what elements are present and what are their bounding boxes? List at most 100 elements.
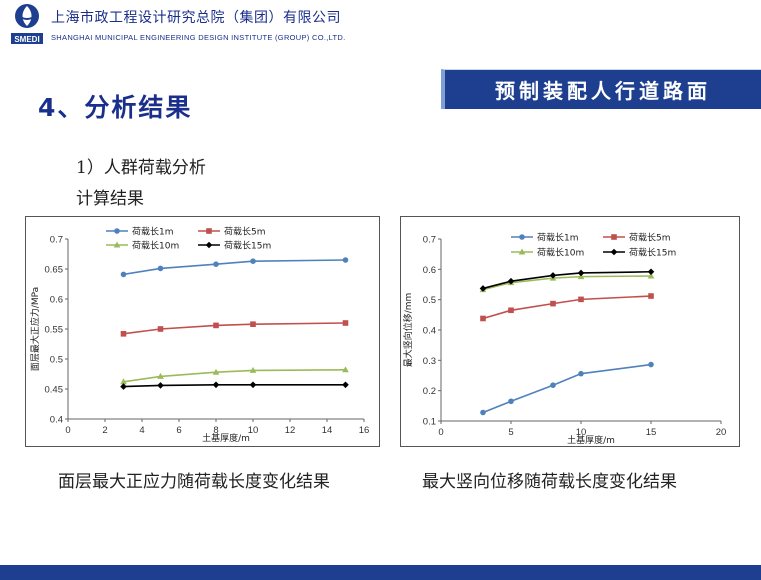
y-tick-label: 0.55	[45, 325, 64, 336]
x-axis-label: 土基厚度/m	[567, 434, 615, 446]
data-point	[577, 269, 585, 277]
y-tick-label: 0.6	[50, 295, 63, 306]
y-tick-label: 0.7	[50, 235, 63, 246]
series-line	[123, 322, 346, 335]
legend-label: 荷载长5m	[224, 226, 266, 238]
x-tick-label: 0	[438, 427, 443, 438]
stress-chart-svg: 0.4 0.45 0.5 0.55 0.6 0.65 0.7 0 2 4 6 8 10 12 14 16 土基厚…	[29, 226, 370, 445]
series-1	[120, 257, 349, 278]
data-point	[120, 378, 127, 385]
x-tick-label: 4	[139, 425, 144, 436]
data-point	[157, 372, 164, 379]
subtitle-crowd-load: 1）人群荷载分析	[76, 158, 206, 178]
series-line	[123, 369, 346, 383]
section-title: 4、分析结果	[38, 93, 193, 122]
x-tick-label: 10	[248, 425, 259, 436]
x-tick-label: 10	[576, 427, 587, 438]
data-point	[342, 320, 349, 326]
y-tick-label: 0.65	[45, 265, 64, 276]
data-point	[249, 381, 257, 389]
legend-item: 荷载长10m	[106, 240, 179, 252]
x-tick-label: 5	[508, 427, 513, 438]
legend-label: 荷载长1m	[132, 226, 174, 238]
logo-text: SMEDI	[14, 35, 39, 44]
legend-item: 荷载长5m	[603, 232, 671, 244]
data-point	[550, 382, 556, 389]
data-point	[213, 261, 219, 267]
x-tick-label: 0	[65, 425, 70, 436]
title-banner: 预制装配人行道路面	[441, 69, 761, 109]
legend-marker	[113, 241, 121, 248]
y-tick-label: 0.3	[423, 356, 436, 367]
stress-chart: 0.4 0.45 0.5 0.55 0.6 0.65 0.7 0 2 4 6 8 10 12 14 16 土基厚…	[25, 216, 380, 447]
org-name-cn: 上海市政工程设计研究总院（集团）有限公司	[51, 10, 341, 26]
legend-item: 荷载长10m	[511, 247, 584, 259]
banner-text: 预制装配人行道路面	[495, 79, 711, 103]
data-point	[480, 315, 486, 322]
legend-item: 荷载长5m	[198, 226, 266, 238]
legend-item: 荷载长1m	[511, 232, 579, 244]
series-4	[479, 268, 655, 292]
x-tick-label: 16	[359, 425, 370, 436]
series-line	[482, 275, 652, 291]
legend-label: 荷载长10m	[132, 240, 179, 252]
data-point	[157, 382, 164, 389]
legend-label: 荷载长1m	[537, 232, 579, 244]
y-axis-label: 面层最大正应力/MPa	[29, 287, 41, 371]
data-point	[120, 331, 127, 337]
legend-item: 荷载长15m	[603, 247, 676, 259]
legend-label: 荷载长15m	[224, 240, 271, 252]
x-tick-label: 6	[176, 425, 181, 436]
legend-marker	[610, 248, 618, 256]
data-point	[250, 321, 256, 327]
caption-stress: 面层最大正应力随荷载长度变化结果	[58, 472, 330, 492]
data-point	[157, 326, 164, 332]
data-point	[120, 383, 127, 390]
x-tick-label: 8	[213, 425, 218, 436]
series-line	[482, 363, 652, 414]
y-tick-label: 0.5	[423, 295, 436, 306]
data-point	[508, 398, 514, 405]
data-point	[249, 366, 257, 373]
data-point	[120, 271, 127, 278]
data-point	[342, 257, 349, 263]
x-tick-label: 15	[646, 427, 657, 438]
legend-marker	[518, 248, 526, 255]
y-tick-label: 0.7	[423, 235, 436, 246]
data-point	[342, 381, 349, 389]
series-line	[482, 295, 652, 320]
legend-marker	[205, 241, 213, 249]
legend-marker	[114, 228, 120, 234]
legend-marker	[519, 234, 525, 240]
x-tick-label: 14	[322, 425, 333, 436]
series-line	[482, 270, 652, 290]
x-tick-label: 12	[285, 425, 296, 436]
data-point	[550, 300, 556, 307]
data-point	[250, 258, 256, 264]
data-point	[212, 381, 220, 389]
data-point	[647, 272, 655, 279]
series-3	[120, 366, 349, 385]
data-point	[213, 322, 219, 329]
legend-marker	[611, 234, 617, 240]
y-tick-label: 0.1	[423, 417, 436, 428]
data-point	[157, 265, 164, 272]
legend-label: 荷载长5m	[629, 232, 671, 244]
data-point	[212, 368, 220, 375]
series-2	[120, 320, 349, 337]
data-point	[508, 307, 514, 314]
y-tick-label: 0.4	[423, 326, 436, 337]
smedi-logo: SMEDI	[11, 4, 43, 44]
data-point	[578, 370, 584, 377]
subtitle-results: 计算结果	[76, 189, 144, 209]
legend-label: 荷载长10m	[537, 247, 584, 259]
data-point	[647, 268, 655, 276]
y-axis-label: 最大竖向位移/mm	[402, 293, 414, 368]
y-tick-label: 0.5	[50, 355, 63, 366]
x-tick-label: 20	[716, 427, 727, 438]
data-point	[648, 293, 654, 299]
x-tick-label: 2	[102, 425, 107, 436]
data-point	[479, 285, 487, 292]
org-name-en: SHANGHAI MUNICIPAL ENGINEERING DESIGN IN…	[51, 33, 346, 42]
legend-marker	[206, 228, 212, 234]
